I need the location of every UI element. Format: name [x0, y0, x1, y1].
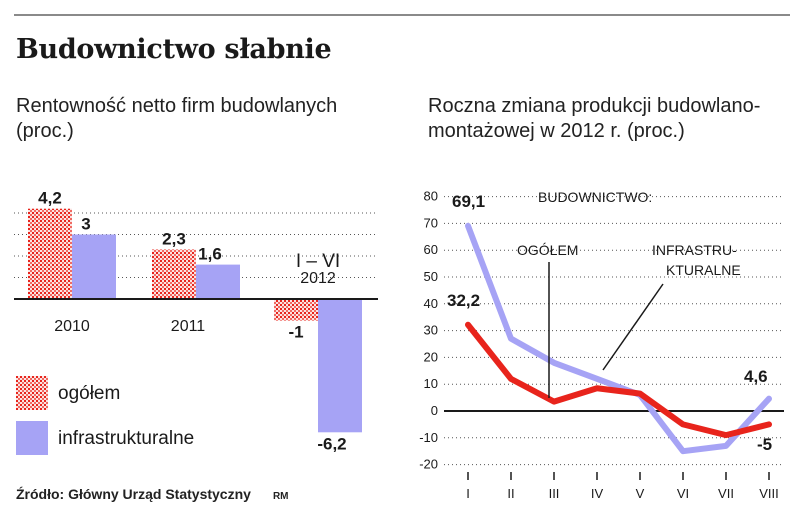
legend-swatch-infrastrukturalne [16, 421, 48, 455]
y-tick-label: 80 [424, 189, 438, 204]
category-label-2011: 2011 [171, 318, 206, 335]
bar-value-label-infrastrukturalne-0: 3 [81, 215, 90, 234]
x-tick-label: II [507, 486, 514, 501]
source-note: Źródło: Główny Urząd Statystyczny RM [16, 486, 289, 502]
credit-text: RM [272, 491, 289, 502]
annotation-infra-line2: KTURALNE [666, 262, 741, 278]
left-chart-title: Rentowność netto firm budowlanych (proc.… [16, 95, 338, 142]
y-tick-label: 20 [424, 349, 438, 364]
category-label-2012-year: 2012 [300, 270, 336, 287]
legend-label-ogolem: ogółem [58, 383, 120, 404]
x-tick-label: I [466, 486, 470, 501]
label-ogolem-end: -5 [757, 435, 772, 454]
y-tick-label: -10 [419, 430, 438, 445]
legend-swatch-ogolem [16, 376, 48, 410]
y-tick-label: 10 [424, 376, 438, 391]
label-ogolem-start: 32,2 [447, 291, 480, 310]
x-tick-label: VI [677, 486, 689, 501]
bar-ogolem-2 [274, 299, 318, 321]
bar-value-label-ogolem-0: 4,2 [38, 189, 62, 208]
annotation-infra-pointer [602, 283, 664, 371]
y-tick-label: 70 [424, 215, 438, 230]
y-tick-label: 50 [424, 269, 438, 284]
annotation-ogolem: OGÓŁEM [517, 242, 578, 258]
label-infra-end: 4,6 [744, 367, 768, 386]
page-title: Budownictwo słabnie [16, 34, 332, 65]
bar-infrastrukturalne-1 [196, 264, 240, 299]
series-line-ogolem [465, 321, 772, 439]
x-tick-label: VII [718, 486, 734, 501]
annotation-header: BUDOWNICTWO: [538, 189, 652, 205]
bar-value-label-infrastrukturalne-1: 1,6 [198, 245, 222, 264]
right-chart-title: Roczna zmiana produkcji budowlano-montaż… [428, 95, 761, 142]
x-tick-label: IV [591, 486, 604, 501]
y-tick-label: 0 [431, 403, 438, 418]
category-label-2012-period: I – VI [296, 251, 340, 272]
top-rule [14, 14, 790, 16]
annotation-infra-line1: INFRASTRU- [652, 242, 737, 258]
bar-ogolem-0 [28, 208, 72, 299]
bar-infrastrukturalne-0 [72, 234, 116, 299]
x-tick-label: V [636, 486, 645, 501]
category-label-2010: 2010 [54, 318, 90, 335]
label-infra-start: 69,1 [452, 192, 485, 211]
bar-ogolem-1 [152, 249, 196, 299]
y-tick-label: -20 [419, 457, 438, 472]
y-tick-label: 30 [424, 323, 438, 338]
series-line-infrastrukturalne [465, 222, 772, 455]
x-tick-label: III [549, 486, 560, 501]
bar-value-label-ogolem-2: -1 [288, 323, 303, 342]
y-tick-label: 60 [424, 242, 438, 257]
y-tick-label: 40 [424, 296, 438, 311]
x-tick-label: VIII [759, 486, 779, 501]
source-text: Źródło: Główny Urząd Statystyczny [16, 486, 251, 502]
bar-value-label-infrastrukturalne-2: -6,2 [317, 434, 346, 453]
bar-value-label-ogolem-1: 2,3 [162, 230, 186, 249]
bar-infrastrukturalne-2 [318, 299, 362, 433]
legend-label-infrastrukturalne: infrastrukturalne [58, 428, 194, 449]
